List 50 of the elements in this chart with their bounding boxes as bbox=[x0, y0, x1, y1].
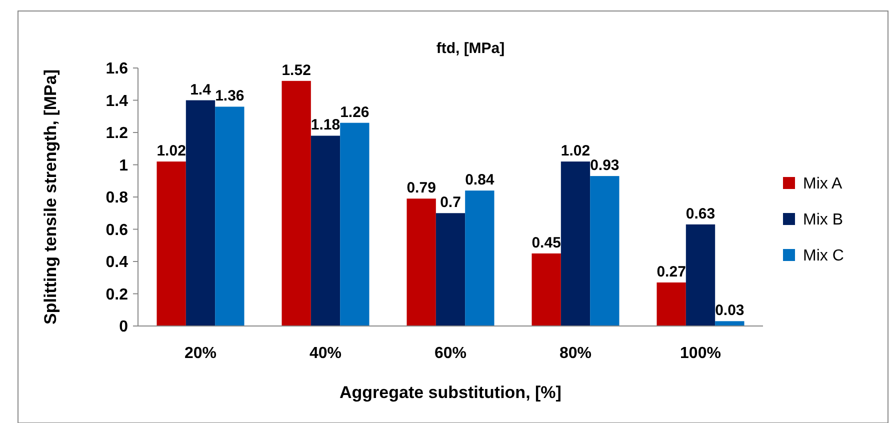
data-label: 1.26 bbox=[340, 104, 370, 121]
bar bbox=[686, 224, 716, 326]
bar bbox=[340, 122, 370, 326]
data-label: 0.63 bbox=[686, 205, 716, 222]
y-tick-label: 1.2 bbox=[106, 125, 128, 142]
x-tick-label: 80% bbox=[559, 345, 592, 362]
bar bbox=[156, 162, 186, 326]
bar bbox=[282, 80, 311, 326]
bar bbox=[532, 253, 561, 326]
bar bbox=[406, 198, 436, 326]
bar bbox=[656, 282, 686, 326]
y-tick-label: 1 bbox=[119, 157, 128, 174]
bar bbox=[215, 106, 244, 326]
bar bbox=[310, 136, 340, 326]
x-tick-label: 60% bbox=[434, 345, 467, 362]
legend-label: Mix A bbox=[803, 176, 842, 193]
data-label: 1.02 bbox=[560, 142, 590, 160]
x-axis-title: Aggregate substitution, [%] bbox=[340, 383, 562, 402]
data-label: 0.84 bbox=[465, 172, 495, 189]
data-label: 1.02 bbox=[156, 142, 186, 160]
x-tick-label: 40% bbox=[309, 345, 342, 362]
data-label: 0.93 bbox=[590, 157, 620, 174]
y-tick-label: 0.2 bbox=[106, 286, 128, 304]
bar bbox=[436, 213, 466, 326]
data-label: 0.03 bbox=[715, 302, 744, 320]
y-tick-label: 1.4 bbox=[106, 92, 128, 110]
x-tick-label: 20% bbox=[184, 345, 217, 362]
data-label: 0.79 bbox=[406, 180, 436, 197]
data-label: 0.45 bbox=[532, 234, 561, 252]
data-label: 1.18 bbox=[310, 116, 340, 134]
data-label: 1.36 bbox=[215, 88, 244, 105]
data-label: 0.7 bbox=[440, 194, 461, 212]
legend-label: Mix C bbox=[803, 248, 844, 265]
y-axis-title: Splitting tensile strength, [MPa] bbox=[41, 69, 60, 325]
bar bbox=[186, 100, 216, 326]
y-tick-label: 0.8 bbox=[106, 190, 128, 207]
bar bbox=[590, 176, 620, 326]
data-label: 1.4 bbox=[190, 81, 212, 98]
bar bbox=[715, 321, 744, 326]
y-tick-label: 0.4 bbox=[106, 254, 128, 272]
y-tick-label: 0.6 bbox=[106, 222, 128, 239]
legend-label: Mix B bbox=[803, 212, 843, 229]
chart-title: ftd, [MPa] bbox=[436, 40, 505, 57]
bar bbox=[465, 190, 494, 326]
x-tick-label: 100% bbox=[680, 345, 721, 362]
bar bbox=[560, 162, 590, 326]
data-label: 0.27 bbox=[656, 263, 686, 280]
y-tick-label: 1.6 bbox=[106, 60, 128, 78]
data-label: 1.52 bbox=[282, 62, 311, 79]
y-tick-label: 0 bbox=[119, 318, 128, 336]
